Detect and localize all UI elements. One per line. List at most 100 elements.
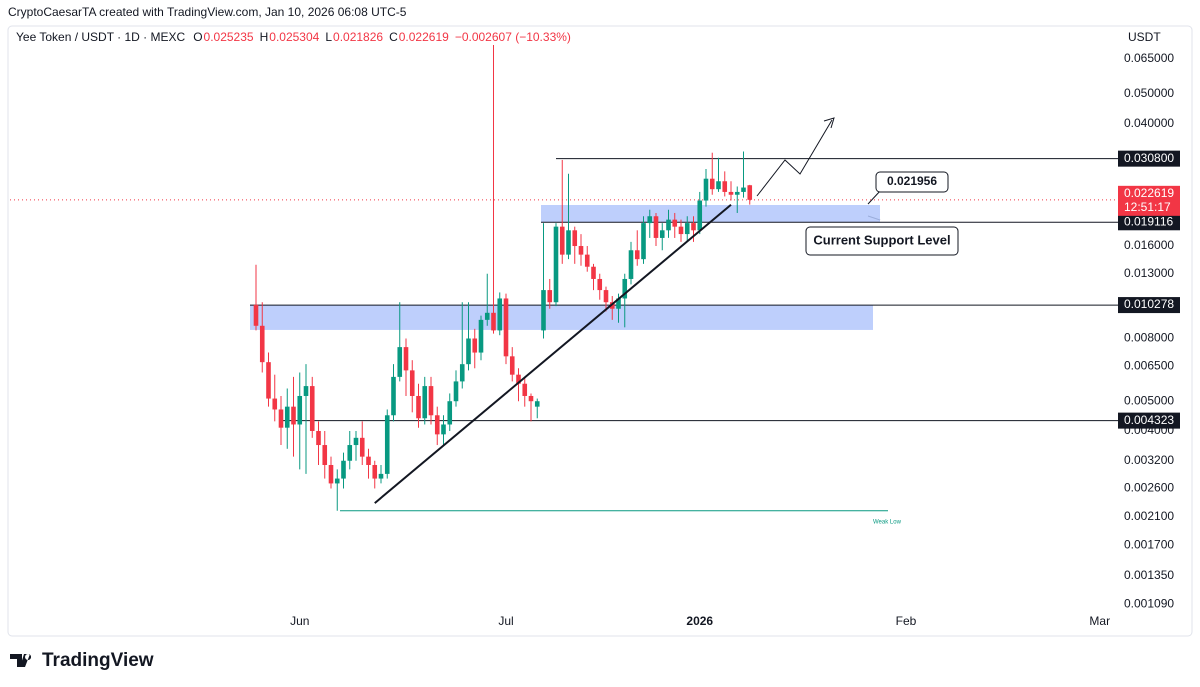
current-price-box xyxy=(1118,185,1180,216)
ohlc-value: 0.022619 xyxy=(399,30,449,44)
candle-body xyxy=(634,250,640,260)
y-tick-label: 0.001350 xyxy=(1124,568,1174,582)
candle-body xyxy=(678,226,684,235)
arrow-head xyxy=(823,117,835,129)
y-tick-label: 0.001090 xyxy=(1124,597,1174,611)
current-price-label: 0.022619 xyxy=(1124,186,1174,200)
candle-body xyxy=(397,347,403,377)
candle-body xyxy=(584,254,590,267)
candle-body xyxy=(253,304,259,326)
weak-low-label: Weak Low xyxy=(873,519,902,525)
annotation: Current Support Level xyxy=(813,232,950,247)
ohlc-label: O xyxy=(193,30,202,44)
x-tick-label: Jul xyxy=(498,614,513,628)
candle-body xyxy=(491,312,496,331)
candle-body xyxy=(528,395,534,402)
candle-body xyxy=(391,376,396,416)
countdown: 12:51:17 xyxy=(1124,200,1171,214)
candle-body xyxy=(703,178,709,201)
candle-body xyxy=(684,223,690,235)
candle-body xyxy=(441,424,446,435)
candle-body xyxy=(722,181,728,192)
candle-body xyxy=(628,250,634,279)
candle-body xyxy=(403,347,409,371)
y-tick-label: 0.002600 xyxy=(1124,481,1174,495)
y-tick-label: 0.013000 xyxy=(1124,266,1174,280)
candle-body xyxy=(559,226,565,255)
level-label-box xyxy=(1118,214,1180,231)
candle-body xyxy=(316,430,321,446)
candle-body xyxy=(328,464,334,484)
candle-body xyxy=(384,415,390,474)
y-tick-label: 0.016000 xyxy=(1124,238,1174,252)
candle-body xyxy=(659,230,665,238)
candle-body xyxy=(272,398,278,410)
candle-body xyxy=(647,216,653,224)
candle-body xyxy=(516,374,521,384)
candle-body xyxy=(741,187,746,192)
brand: TradingView xyxy=(42,650,154,671)
candle-body xyxy=(428,386,434,416)
candle-body xyxy=(666,219,671,231)
candle-body xyxy=(378,473,384,479)
candle-body xyxy=(553,226,559,303)
projection-arrow xyxy=(756,119,833,197)
ohlc-label: L xyxy=(325,30,332,44)
y-tick-label: 0.002100 xyxy=(1124,509,1174,523)
candle-body xyxy=(747,185,753,200)
level-label: 0.019116 xyxy=(1124,214,1173,228)
candle-body xyxy=(341,460,346,479)
annotation-box xyxy=(875,171,949,193)
candle-body xyxy=(278,409,284,428)
candle-body xyxy=(497,298,503,331)
y-tick-label: 0.040000 xyxy=(1124,116,1174,130)
candle-body xyxy=(716,181,721,190)
candle-body xyxy=(622,278,628,299)
candle-body xyxy=(728,191,734,195)
candle-body xyxy=(353,437,359,446)
symbol: Yee Token / USDT · 1D · MEXC xyxy=(16,30,186,44)
y-tick-label: 0.008000 xyxy=(1124,331,1174,345)
candle-body xyxy=(641,223,646,260)
candle-body xyxy=(472,338,478,353)
candle-body xyxy=(572,230,578,247)
candle-body xyxy=(534,401,540,407)
ohlc-value: 0.025304 xyxy=(269,30,319,44)
level-label-box xyxy=(1118,297,1180,314)
y-tick-label: 0.065000 xyxy=(1124,51,1174,65)
candle-body xyxy=(259,325,265,363)
ohlc-value: 0.021826 xyxy=(333,30,383,44)
candle-body xyxy=(416,395,421,419)
candle-body xyxy=(447,401,453,425)
candle-body xyxy=(591,266,596,279)
x-tick-label: 2026 xyxy=(686,614,713,628)
candle-body xyxy=(322,445,328,465)
ohlc-value: 0.025235 xyxy=(204,30,254,44)
currency-label: USDT xyxy=(1128,30,1161,44)
level-label: 0.010278 xyxy=(1124,297,1174,311)
attribution: CryptoCaesarTA created with TradingView.… xyxy=(8,5,407,19)
candle-body xyxy=(578,246,584,255)
candle-body xyxy=(653,216,659,238)
candle-body xyxy=(541,290,546,331)
y-tick-label: 0.001700 xyxy=(1124,537,1174,551)
candle-body xyxy=(616,298,621,309)
candle-body xyxy=(309,386,315,431)
candle-body xyxy=(266,362,271,399)
candle-body xyxy=(453,381,459,402)
candle-body xyxy=(291,406,296,425)
candle-body xyxy=(691,223,696,231)
candle-body xyxy=(366,456,371,465)
zone xyxy=(250,305,873,330)
level-label: 0.030800 xyxy=(1124,151,1174,165)
candle-body xyxy=(547,290,553,303)
candle-body xyxy=(409,370,415,396)
x-tick-label: Jun xyxy=(290,614,309,628)
candle-body xyxy=(372,464,378,479)
change: −0.002607 (−10.33%) xyxy=(455,30,571,44)
ohlc-label: H xyxy=(260,30,269,44)
brand-logo xyxy=(10,654,32,667)
candle-body xyxy=(334,478,340,484)
